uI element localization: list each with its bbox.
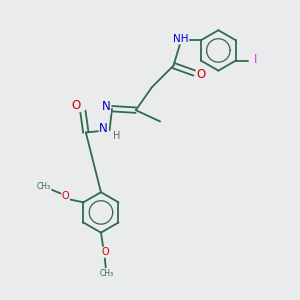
Text: CH₃: CH₃ [37, 182, 51, 191]
Text: O: O [62, 191, 69, 201]
Text: O: O [196, 68, 206, 81]
Text: N: N [99, 122, 108, 135]
Text: H: H [113, 131, 121, 141]
Text: NH: NH [173, 34, 189, 44]
Text: I: I [254, 53, 257, 66]
Text: O: O [101, 247, 109, 257]
Text: N: N [102, 100, 110, 113]
Text: O: O [72, 99, 81, 112]
Text: CH₃: CH₃ [99, 269, 113, 278]
